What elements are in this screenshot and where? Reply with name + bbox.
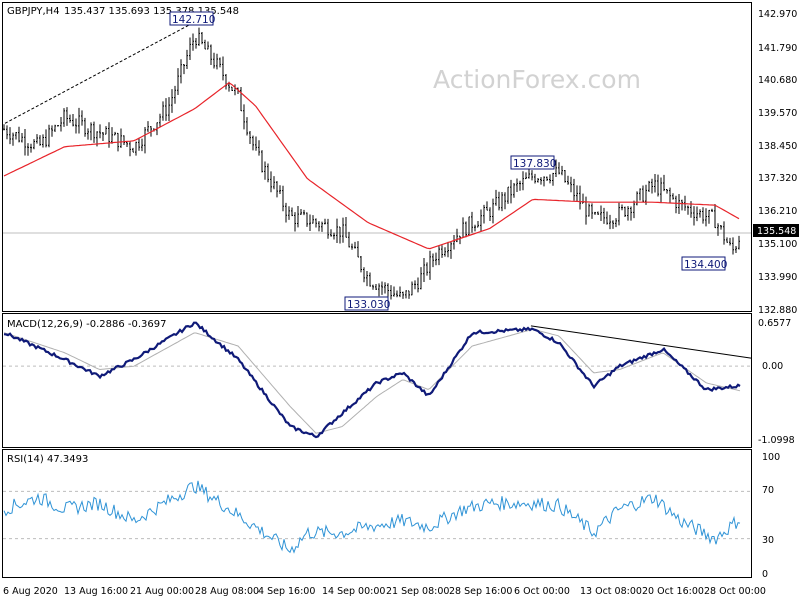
price-tick: 142.970 [758,9,797,20]
time-tick: 14 Sep 00:00 [322,586,385,597]
rsi-tick: 30 [762,535,774,546]
watermark: ActionForex.com [433,65,641,94]
macd-panel-frame [2,313,752,448]
macd-tick: 0.6577 [758,318,791,329]
macd-line [3,321,741,439]
price-panel-frame [2,2,752,312]
time-tick: 28 Aug 08:00 [195,586,259,597]
time-tick: 13 Oct 08:00 [580,586,642,597]
sma-line [3,81,740,250]
price-tick: 133.990 [758,272,797,283]
symbol-label: GBPJPY,H4 [7,6,60,17]
price-tick: 139.570 [758,108,797,119]
annotation-142710: 142.710 [172,14,215,26]
price-tick: 135.100 [758,239,797,250]
macd-tick: 0.00 [762,361,783,372]
time-tick: 4 Sep 16:00 [258,586,315,597]
macd-axis: 0.6577 0.00 -1.0998 [758,318,795,446]
macd-trendline [530,325,752,359]
price-tick: 132.880 [758,305,797,316]
macd-layer [3,321,741,439]
ohlc-values: 135.437 135.693 135.378 135.548 [64,6,239,17]
rsi-tick: 100 [762,452,780,463]
annotation-134400-text: 134.400 [684,259,727,271]
time-tick: 28 Oct 00:00 [704,586,766,597]
rsi-panel-frame [2,449,752,578]
rsi-tick: 70 [762,485,774,496]
price-trendline [4,23,192,124]
rsi-layer [3,480,741,554]
time-tick: 21 Aug 00:00 [130,586,194,597]
price-tick: 138.450 [758,141,797,152]
annotation-134400: 134.400 [681,256,727,271]
time-tick: 6 Oct 00:00 [514,586,570,597]
macd-tick: -1.0998 [758,435,795,446]
rsi-axis: 100 70 30 0 [762,452,780,580]
time-axis: 6 Aug 2020 13 Aug 16:00 21 Aug 00:00 28 … [3,586,766,597]
macd-label: MACD(12,26,9) -0.2886 -0.3697 [7,319,167,330]
rsi-label: RSI(14) 47.3493 [7,454,88,465]
price-tick: 140.680 [758,75,797,86]
price-tick: 137.320 [758,173,797,184]
current-price-box: 135.548 [753,224,799,237]
annotation-137830-text: 137.830 [513,158,556,170]
time-tick: 6 Aug 2020 [3,586,58,597]
time-tick: 13 Aug 16:00 [64,586,128,597]
price-tick: 136.210 [758,206,797,217]
time-tick: 20 Oct 16:00 [642,586,704,597]
rsi-tick: 0 [762,569,768,580]
rsi-line [3,480,741,554]
annotation-133030: 133.030 [344,296,390,311]
reference-lines [3,23,752,540]
annotation-137830: 137.830 [510,155,556,170]
annotation-133030-text: 133.030 [347,299,390,311]
time-tick: 28 Sep 16:00 [449,586,512,597]
annotation-high: 142.710 [169,11,215,26]
price-tick: 141.790 [758,43,797,54]
price-axis: 142.970 141.790 140.680 139.570 138.450 … [758,9,797,316]
macd-signal-line [3,329,741,434]
time-tick: 21 Sep 08:00 [386,586,449,597]
current-price: 135.548 [757,226,796,237]
sma-layer [3,81,740,250]
